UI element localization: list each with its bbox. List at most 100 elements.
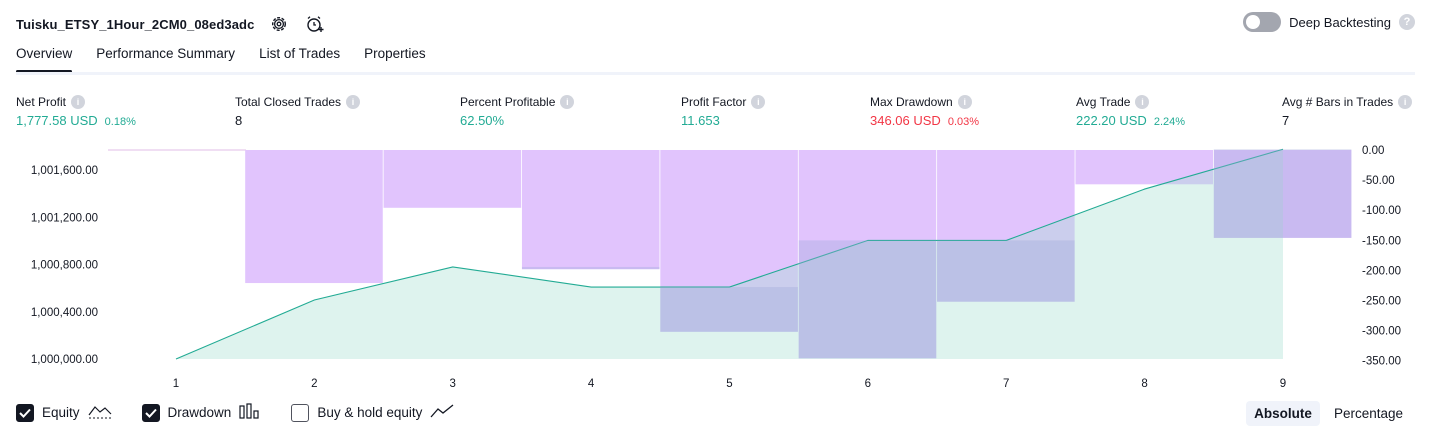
metric-value: 7 [1282, 113, 1290, 128]
mode-absolute-button[interactable]: Absolute [1246, 401, 1320, 426]
equity-line [175, 148, 1284, 360]
drawdown-bar [245, 150, 383, 284]
left-axis-tick-label: 1,001,200.00 [31, 212, 98, 224]
report-header: Tuisku_ETSY_1Hour_2CM0_08ed3adc [16, 10, 326, 38]
tab-performance-summary[interactable]: Performance Summary [96, 46, 236, 61]
drawdown-bars-icon [239, 403, 261, 422]
left-axis-tick-label: 1,000,400.00 [31, 307, 98, 319]
right-axis-tick-label: 0.00 [1362, 145, 1384, 157]
metric-percent: 2.24% [1153, 116, 1186, 128]
metric-value: 62.50% [460, 113, 505, 128]
add-alert-icon[interactable] [304, 13, 326, 35]
deep-backtesting: Deep Backtesting ? [1243, 12, 1415, 32]
x-axis-tick-label: 8 [1141, 378, 1147, 390]
right-axis-tick-label: -150.00 [1362, 235, 1401, 247]
legend-equity[interactable]: Equity [16, 403, 112, 422]
right-axis-tick-label: -50.00 [1362, 175, 1395, 187]
drawdown-overlap [660, 287, 798, 332]
deep-backtesting-toggle[interactable] [1243, 12, 1282, 32]
legend-label: Buy & hold equity [317, 405, 423, 420]
drawdown-bar [1213, 150, 1352, 238]
report-tabs: Overview Performance Summary List of Tra… [16, 46, 426, 73]
drawdown-overlap [937, 240, 1075, 302]
left-axis-tick-label: 1,000,000.00 [31, 354, 98, 366]
equity-checkbox[interactable] [16, 403, 34, 422]
tab-overview[interactable]: Overview [16, 46, 73, 73]
equity-line-icon [88, 403, 112, 422]
metric-value: 222.20 USD [1076, 113, 1147, 128]
legend-label: Drawdown [167, 405, 232, 420]
x-axis-tick-label: 9 [1280, 378, 1286, 390]
tab-list-of-trades[interactable]: List of Trades [259, 46, 341, 61]
legend-drawdown[interactable]: Drawdown [141, 403, 262, 422]
x-axis-tick-label: 6 [865, 378, 871, 390]
scale-mode-switch: Absolute Percentage [1246, 401, 1411, 426]
metric-label: Profit Factor [681, 95, 747, 109]
drawdown-overlap [798, 240, 937, 359]
right-axis-tick-label: -350.00 [1362, 356, 1401, 368]
buy-hold-line-icon [430, 403, 454, 422]
metric-avg-trade: Avg Trade i 222.20 USD 2.24% [1076, 94, 1185, 128]
metric-label: Percent Profitable [460, 95, 556, 109]
drawdown-checkbox[interactable] [141, 403, 160, 422]
drawdown-overlap [1213, 149, 1352, 238]
info-icon[interactable]: i [751, 95, 766, 109]
equity-drawdown-chart[interactable]: 1,001,600.00 1,001,200.00 1,000,800.00 1,00… [0, 140, 1431, 395]
equity-area [176, 149, 1283, 359]
settings-gear-icon[interactable] [268, 13, 290, 35]
metric-percent: 0.18% [104, 116, 136, 128]
legend-buy-hold[interactable]: Buy & hold equity [291, 403, 454, 422]
drawdown-bar [521, 150, 660, 270]
info-icon[interactable]: i [346, 95, 361, 109]
info-icon[interactable]: i [1135, 95, 1150, 109]
x-axis-tick-label: 7 [1003, 378, 1009, 390]
metric-net-profit: Net Profit i 1,777.58 USD 0.18% [16, 94, 136, 128]
metric-max-drawdown: Max Drawdown i 346.06 USD 0.03% [870, 94, 979, 128]
right-axis-tick-label: -100.00 [1362, 205, 1401, 217]
metric-avg-bars: Avg # Bars in Trades i 7 [1282, 94, 1413, 128]
drawdown-bar [1075, 150, 1214, 185]
info-icon[interactable]: i [71, 95, 86, 109]
metric-label: Avg Trade [1076, 95, 1131, 109]
metric-percent-profitable: Percent Profitable i 62.50% [460, 94, 575, 128]
buy-hold-checkbox[interactable] [291, 403, 310, 422]
metric-percent: 0.03% [947, 116, 980, 128]
metric-label: Avg # Bars in Trades [1282, 95, 1394, 109]
deep-backtesting-label: Deep Backtesting [1289, 14, 1391, 30]
strategy-title: Tuisku_ETSY_1Hour_2CM0_08ed3adc [16, 16, 255, 32]
info-icon[interactable]: i [957, 95, 972, 109]
metric-total-closed-trades: Total Closed Trades i 8 [235, 94, 361, 128]
metric-label: Max Drawdown [870, 95, 953, 109]
metric-label: Net Profit [16, 95, 67, 109]
help-icon[interactable]: ? [1399, 14, 1415, 30]
drawdown-bar [937, 150, 1075, 302]
tab-properties[interactable]: Properties [364, 46, 426, 61]
metric-value: 346.06 USD [870, 113, 941, 128]
metric-value: 1,777.58 USD [16, 113, 98, 128]
mode-percentage-button[interactable]: Percentage [1333, 406, 1403, 421]
x-axis-tick-label: 4 [588, 378, 595, 390]
left-axis-tick-label: 1,000,800.00 [31, 260, 98, 272]
x-axis-tick-label: 2 [311, 378, 317, 390]
chart-legend: Equity Drawdown Buy & hold equity [16, 403, 454, 422]
drawdown-bar [383, 150, 522, 208]
metric-profit-factor: Profit Factor i 11.653 [681, 94, 766, 128]
x-axis-tick-label: 1 [173, 378, 179, 390]
right-axis-tick-label: -300.00 [1362, 326, 1401, 338]
drawdown-bar [798, 150, 937, 359]
drawdown-bar [660, 150, 798, 332]
left-axis-tick-label: 1,001,600.00 [31, 165, 98, 177]
info-icon[interactable]: i [560, 95, 575, 109]
metric-value: 11.653 [681, 113, 720, 128]
metric-value: 8 [235, 113, 243, 128]
right-axis-tick-label: -250.00 [1362, 296, 1401, 308]
info-icon[interactable]: i [1398, 95, 1413, 109]
drawdown-overlap [521, 266, 660, 270]
metric-label: Total Closed Trades [235, 95, 342, 109]
legend-label: Equity [42, 405, 80, 420]
tabs-divider [16, 72, 1415, 75]
toggle-knob [1246, 15, 1261, 29]
metrics-row: Net Profit i 1,777.58 USD 0.18% Total Clos… [0, 94, 1431, 134]
x-axis-tick-label: 5 [726, 378, 732, 390]
right-axis-tick-label: -200.00 [1362, 265, 1401, 277]
